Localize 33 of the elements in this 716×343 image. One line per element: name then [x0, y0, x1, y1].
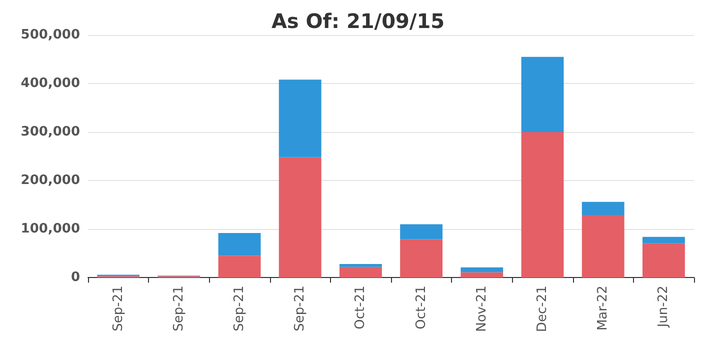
- x-tick-label: Oct-21: [414, 286, 429, 330]
- bar: [278, 80, 322, 158]
- x-tick-label: Sep-21: [110, 286, 126, 332]
- bar: [339, 266, 382, 278]
- bar: [642, 236, 685, 244]
- bar: [278, 157, 322, 278]
- bar: [218, 232, 261, 256]
- y-tick-label: 100,000: [20, 222, 80, 237]
- bar: [400, 224, 443, 240]
- bar: [460, 272, 504, 278]
- bar: [582, 202, 624, 216]
- chart-title: As Of: 21/09/15: [271, 9, 445, 33]
- y-tick-label: 200,000: [20, 173, 80, 188]
- bar: [218, 256, 261, 278]
- x-tick-label: Sep-21: [171, 286, 186, 332]
- y-tick-label: 300,000: [20, 124, 80, 140]
- bar: [642, 243, 685, 278]
- x-tick-label: Oct-21: [353, 286, 368, 330]
- y-tick-label: 0: [70, 270, 80, 286]
- bar: [339, 264, 382, 267]
- bar: [460, 267, 504, 272]
- bar: [521, 132, 564, 278]
- x-tick-label: Jun-22: [656, 286, 672, 328]
- x-tick-label: Sep-21: [232, 286, 247, 332]
- bar: [400, 239, 443, 278]
- x-tick-label: Mar-22: [596, 286, 611, 331]
- x-tick-label: Sep-21: [292, 286, 308, 332]
- y-tick-label: 400,000: [20, 76, 80, 92]
- x-tick-label: Nov-21: [474, 286, 490, 332]
- y-tick-label: 500,000: [20, 28, 80, 42]
- bar: [521, 56, 564, 132]
- bar: [582, 215, 624, 278]
- x-tick-label: Dec-21: [535, 286, 550, 332]
